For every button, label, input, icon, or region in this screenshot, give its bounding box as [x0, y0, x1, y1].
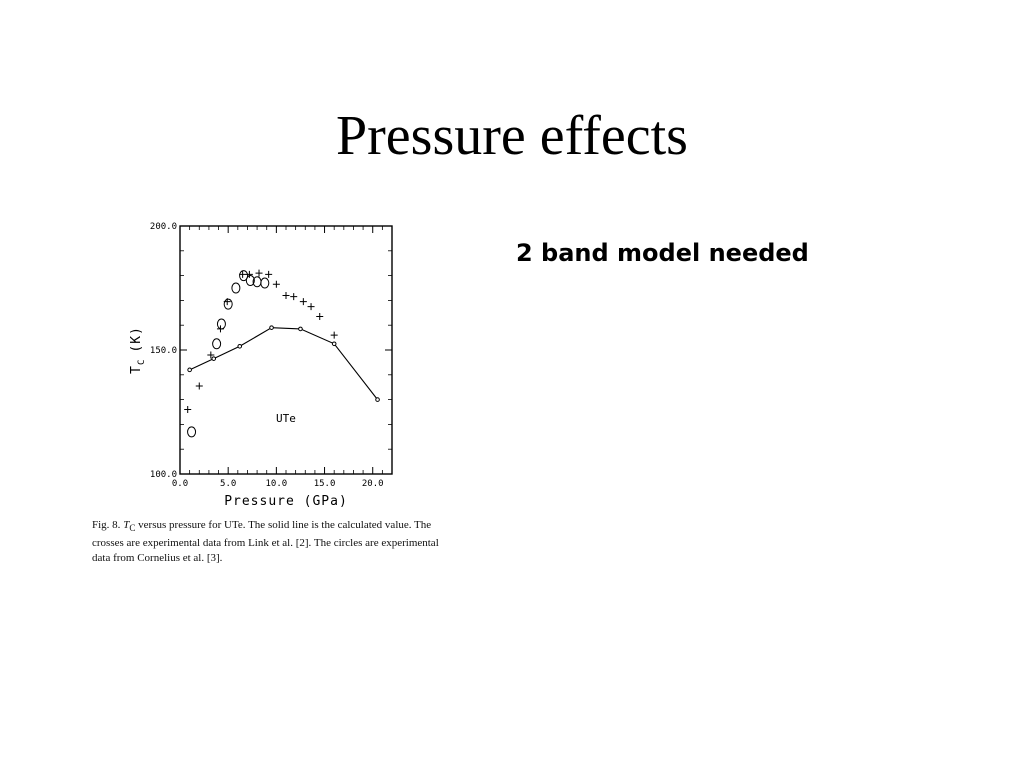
- circle-point-6: [245, 275, 255, 287]
- link-cross-series: [184, 269, 338, 414]
- y-axis-title-sub: C: [137, 359, 147, 365]
- cross-point-1: [195, 382, 203, 390]
- x-tick-label-1: 5.0: [220, 479, 236, 489]
- cross-point-8: [265, 270, 273, 278]
- y-tick-group: 100.0 150.0 200.0: [150, 222, 392, 480]
- calculated-point-2: [237, 343, 243, 349]
- x-axis-title: Pressure (GPa): [224, 494, 348, 509]
- plot-frame: [179, 225, 393, 475]
- caption-prefix: Fig. 8.: [92, 519, 124, 531]
- x-tick-label-0: 0.0: [172, 479, 188, 489]
- side-note: 2 band model needed: [516, 239, 809, 267]
- y-axis-title-main: T: [129, 365, 144, 374]
- cross-point-0: [184, 406, 192, 414]
- y-tick-label-2: 200.0: [150, 222, 177, 232]
- circle-point-3: [223, 298, 233, 310]
- figure-caption: Fig. 8. TC versus pressure for UTe. The …: [92, 518, 442, 566]
- chart-annotation: UTe: [276, 412, 296, 425]
- calculated-point-5: [331, 341, 337, 347]
- cross-point-15: [330, 331, 338, 339]
- y-tick-label-0: 100.0: [150, 470, 177, 480]
- cross-point-11: [290, 293, 298, 301]
- circle-point-0: [187, 426, 197, 438]
- circle-point-5: [239, 270, 249, 282]
- caption-text: versus pressure for UTe. The solid line …: [92, 519, 439, 565]
- cross-point-5: [239, 270, 247, 278]
- caption-subscript: C: [129, 523, 136, 534]
- svg-text:TC(K): TC (K): [129, 326, 147, 374]
- x-tick-label-4: 20.0: [362, 479, 384, 489]
- calculated-line: [189, 327, 378, 400]
- calculated-point-6: [375, 397, 380, 402]
- y-axis-title-unit: (K): [129, 326, 144, 352]
- tc-pressure-chart: 100.0 150.0 200.0 0.0 5.0 10.0 15.0 20.0 UTe P…: [110, 210, 450, 520]
- cross-point-14: [316, 313, 324, 321]
- cross-point-9: [272, 280, 280, 288]
- cross-point-7: [255, 269, 263, 277]
- x-tick-label-3: 15.0: [314, 479, 336, 489]
- circle-point-1: [212, 338, 222, 350]
- calculated-series: [187, 325, 380, 402]
- chart-svg: 100.0 150.0 200.0 0.0 5.0 10.0 15.0 20.0 UTe P…: [129, 222, 393, 509]
- cross-point-12: [299, 298, 307, 306]
- calculated-point-3: [269, 325, 274, 330]
- x-tick-group: 0.0 5.0 10.0 15.0 20.0: [172, 226, 384, 489]
- y-tick-label-1: 150.0: [150, 346, 177, 356]
- caption-symbol: T: [123, 519, 130, 531]
- y-axis-title: TC (K): [129, 326, 147, 374]
- cross-point-2: [207, 351, 215, 359]
- cross-point-13: [307, 303, 315, 311]
- circle-point-8: [260, 277, 270, 289]
- cross-point-10: [282, 291, 290, 299]
- calculated-point-1: [211, 356, 217, 361]
- calculated-point-0: [187, 367, 192, 373]
- slide-title: Pressure effects: [336, 105, 688, 167]
- circle-point-4: [231, 282, 241, 294]
- cornelius-circle-series: [187, 270, 270, 438]
- x-tick-label-2: 10.0: [266, 479, 288, 489]
- calculated-point-4: [298, 326, 303, 332]
- circle-point-2: [216, 318, 226, 330]
